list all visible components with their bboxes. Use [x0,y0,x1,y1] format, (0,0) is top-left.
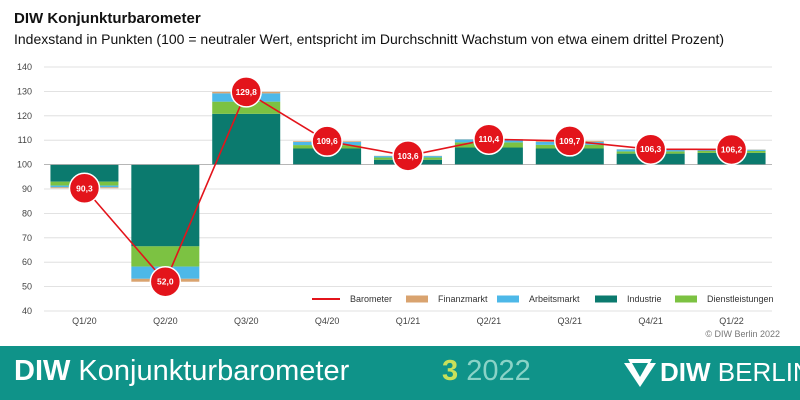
barometer-point [554,125,586,157]
barometer-data-label: 109,7 [559,136,581,146]
y-tick-label: 90 [22,184,32,194]
x-tick-label: Q1/22 [719,316,744,326]
y-tick-label: 70 [22,233,32,243]
barometer-data-label: 110,4 [478,134,499,144]
barometer-data-label: 129,8 [236,87,258,97]
x-tick-label: Q4/20 [315,316,340,326]
y-tick-label: 60 [22,257,32,267]
barometer-point [149,265,182,298]
y-tick-label: 80 [22,208,32,218]
source-note: © DIW Berlin 2022 [705,329,780,339]
legend-swatch-dienstleistungen [675,295,697,303]
barometer-data-label: 103,6 [397,151,419,161]
barometer-point [311,125,343,157]
logo-text: DIW BERLIN [660,357,800,388]
barometer-point [715,133,748,166]
legend-swatch-finanzmarkt [406,295,428,303]
barometer-point [392,140,424,172]
bar-segment-dienstleistungen [131,246,200,267]
footer-brand-bold: DIW [14,355,71,387]
bar-segment-industrie [454,147,523,165]
footer-issue: 3 2022 [442,355,531,388]
legend-label: Industrie [627,294,662,304]
bar-segment-dienstleistungen [212,101,281,114]
y-tick-label: 40 [22,306,32,316]
chart-subtitle: Indexstand in Punkten (100 = neutraler W… [14,31,725,47]
barometer-data-label: 106,3 [640,144,662,154]
footer-issue-number: 3 [442,355,459,387]
chart-title: DIW Konjunkturbarometer [14,10,201,27]
barometer-data-label: 52,0 [157,277,174,287]
legend-label: Arbeitsmarkt [529,294,580,304]
x-tick-label: Q3/21 [558,316,583,326]
y-tick-label: 120 [17,111,32,121]
y-tick-label: 140 [17,62,32,72]
barometer-point [230,76,262,108]
barometer-point [473,123,505,155]
barometer-point [634,133,667,165]
legend-swatch-industrie [595,295,617,303]
y-tick-label: 50 [22,282,32,292]
bar-segment-industrie [212,113,281,165]
x-tick-label: Q1/21 [396,316,421,326]
footer-issue-year: 2022 [466,355,531,387]
legend-label: Dienstleistungen [707,294,774,304]
x-tick-label: Q1/20 [72,316,97,326]
y-tick-label: 130 [17,86,32,96]
y-tick-label: 110 [18,135,32,145]
x-tick-label: Q2/20 [153,316,178,326]
footer-brand-rest: Konjunkturbarometer [70,355,350,387]
logo-text-rest: BERLIN [717,357,800,387]
logo-text-bold: DIW [660,357,711,387]
chart-area: 40 50 60 70 80 90 100 110 120 130 140 Q1/20 Q2/20 Q3/… [17,62,774,326]
diw-berlin-logo: DIW BERLIN [622,355,800,391]
footer-brand: DIW Konjunkturbarometer [14,355,349,388]
barometer-point [68,172,101,205]
legend-label: Finanzmarkt [438,294,488,304]
x-tick-label: Q4/21 [638,316,663,326]
footer-banner: DIW Konjunkturbarometer 3 2022 DIW BERLI… [0,346,800,400]
barometer-data-label: 90,3 [76,183,93,193]
x-tick-label: Q3/20 [234,316,259,326]
barometer-data-label: 106,2 [721,144,743,154]
barometer-data-label: 109,6 [316,136,338,146]
diw-logo-mark-icon [624,359,656,387]
legend-label: Barometer [350,294,392,304]
y-tick-label: 100 [17,160,32,170]
bar-segment-industrie [131,164,200,247]
legend-swatch-arbeitsmarkt [497,295,519,303]
x-tick-label: Q2/21 [477,316,502,326]
